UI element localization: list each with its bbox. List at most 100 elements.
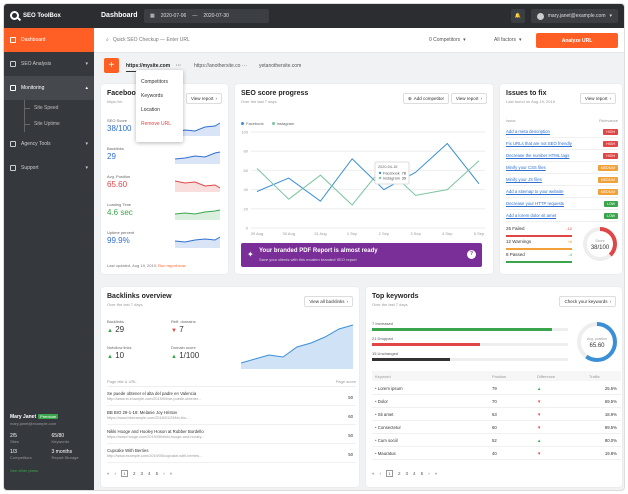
y-tick-label: 80: [244, 149, 249, 154]
metric-0: SEO Score 38/100: [107, 118, 132, 133]
backlink-row[interactable]: Se puede obtener el alta del padre en Va…: [107, 389, 356, 406]
tab-yetanothersite[interactable]: yetanothersite.com: [259, 63, 302, 69]
keyword-row[interactable]: • Lorem ipsum 79 ▲ 25.5%: [372, 383, 621, 395]
card-subtitle: Over the last 7 days: [241, 99, 277, 104]
page-number[interactable]: 1: [386, 470, 394, 477]
menu-item-keywords[interactable]: Keywords: [141, 93, 163, 99]
sidebar-subitem-site-uptime[interactable]: Site Uptime: [4, 116, 94, 132]
next-page-icon[interactable]: ›: [163, 471, 165, 476]
sidebar-subitem-site-speed[interactable]: Site Speed: [4, 100, 94, 116]
sparkline-line: [175, 209, 221, 215]
prev-page-icon[interactable]: ‹: [114, 471, 117, 476]
issue-row[interactable]: Minify your JS files MEDIUM: [506, 174, 618, 186]
backlink-row[interactable]: Cupcake With Berries http://www.example.c…: [107, 446, 356, 463]
keyword-row[interactable]: • Consectetur 60 ▼ 99.5%: [372, 422, 621, 434]
add-site-button[interactable]: +: [104, 58, 119, 73]
chevron-down-icon: ▾: [518, 37, 522, 43]
view-all-backlinks-button[interactable]: View all backlinks ›: [304, 296, 353, 307]
analyze-url-button[interactable]: Analyze URL: [536, 33, 618, 48]
page-number[interactable]: 4: [148, 471, 151, 476]
notifications-button[interactable]: 🔔: [510, 9, 525, 23]
issue-row[interactable]: Add a meta description HIGH: [506, 126, 618, 138]
backlink-metric: Nofollow links ▲ 10: [107, 345, 132, 360]
issue-row[interactable]: Add a sitemap to your website MEDIUM: [506, 186, 618, 198]
legend-instagram: Instagram: [271, 121, 294, 126]
y-tick-label: 100: [241, 130, 248, 135]
x-tick-label: 30 Aug: [282, 231, 294, 236]
issue-row[interactable]: Add a lorem dolor sit amet LOW: [506, 210, 618, 222]
tab-options-icon[interactable]: ···: [176, 63, 181, 69]
page-number[interactable]: 2: [133, 471, 136, 476]
backlink-row[interactable]: BB BIO 29-1-18: Melanie Joy Hristov https…: [107, 408, 356, 425]
backlinks-table-header: Page title & URL Page score: [107, 379, 356, 387]
menu-item-location[interactable]: Location: [141, 107, 160, 113]
see-other-plans-link[interactable]: See other plans: [10, 468, 39, 473]
backlinks-card: Backlinks overview Over the last 7 days …: [101, 287, 359, 487]
prev-page-icon[interactable]: ‹: [379, 471, 382, 476]
user-menu[interactable]: mary.janet@example.com ▾: [530, 9, 618, 23]
support-icon: [10, 165, 16, 171]
last-page-icon[interactable]: »: [169, 471, 173, 476]
date-range-picker[interactable]: ▦ 2020-07-06— 2020-07-30: [144, 9, 269, 23]
sidebar-item-seo-analysis[interactable]: SEO Analysis ▾: [4, 52, 94, 76]
relevance-badge: MEDIUM: [597, 188, 618, 195]
last-page-icon[interactable]: »: [434, 471, 438, 476]
view-report-button[interactable]: View report ›: [450, 93, 487, 104]
competitors-select[interactable]: 0 Competitors ▾: [429, 37, 466, 43]
menu-item-competitors[interactable]: Competitors: [141, 79, 168, 85]
sidebar: Dashboard SEO Analysis ▾ Monitoring ▴ Site…: [4, 28, 94, 490]
view-report-button[interactable]: View report ›: [185, 93, 222, 104]
sidebar-item-support[interactable]: Support ▾: [4, 156, 94, 180]
chevron-right-icon: ›: [609, 299, 612, 304]
next-page-icon[interactable]: ›: [428, 471, 430, 476]
issue-row[interactable]: Decrease your HTTP requests LOW: [506, 198, 618, 210]
pdf-report-banner[interactable]: ✦ Your branded PDF Report is almost read…: [241, 243, 482, 267]
issue-row[interactable]: Decrease the number HTML tags HIGH: [506, 150, 618, 162]
sidebar-item-monitoring[interactable]: Monitoring ▴: [4, 76, 94, 100]
chart-legend: Facebook Instagram: [241, 121, 294, 126]
factors-select[interactable]: All factors ▾: [494, 37, 522, 43]
sidebar-user-panel: Mary Janet Premium mary.janet@example.com…: [4, 408, 94, 479]
keyword-row[interactable]: • Cum sociil 52 ▲ 80.0%: [372, 435, 621, 447]
tooltip-date: 2020-04-15: [378, 165, 397, 169]
keyword-row[interactable]: • Mauratus 40 ▼ 19.8%: [372, 448, 621, 460]
first-page-icon[interactable]: «: [107, 471, 110, 476]
keyword-row[interactable]: • Sit amet 63 ▼ 18.9%: [372, 409, 621, 421]
page-number[interactable]: 1: [121, 470, 129, 477]
bar-fill: [372, 358, 451, 361]
first-page-icon[interactable]: «: [372, 471, 375, 476]
gauge-label: Score: [595, 239, 604, 243]
tooltip-dot: [378, 171, 382, 175]
tab-options-icon[interactable]: ···: [242, 63, 247, 69]
chevron-down-icon: ▾: [463, 37, 466, 43]
issue-row[interactable]: Minify your CSS files MEDIUM: [506, 162, 618, 174]
quick-checkup-input[interactable]: ⌕ Quick SEO Checkup — Enter URL: [106, 37, 190, 43]
sparkline: [175, 236, 221, 248]
view-report-button[interactable]: View report ›: [579, 93, 616, 104]
dashboard-icon: [10, 37, 16, 43]
tab-anothersite[interactable]: https://anothersite.co: [194, 63, 241, 69]
run-report-link[interactable]: Run report now: [158, 263, 186, 268]
page-number[interactable]: 3: [405, 471, 409, 476]
sidebar-item-agency-tools[interactable]: Agency Tools ▾: [4, 132, 94, 156]
page-number[interactable]: 5: [155, 471, 159, 476]
backlink-row[interactable]: Nikki Hooge and Hooley Hoson at Rubber B…: [107, 427, 356, 444]
help-icon[interactable]: ?: [467, 250, 476, 259]
page-number[interactable]: 5: [420, 471, 424, 476]
backlink-metric: Backlinks ▲ 29: [107, 319, 125, 334]
check-keywords-button[interactable]: Check your keywords ›: [559, 296, 616, 307]
sidebar-item-dashboard[interactable]: Dashboard: [4, 28, 94, 52]
issue-row[interactable]: Fix URLs that are not SEO friendly HIGH: [506, 138, 618, 150]
add-competitor-button[interactable]: ⊕ Add competitor: [402, 93, 449, 104]
menu-item-remove-url[interactable]: Remove URL: [141, 121, 172, 127]
page-number[interactable]: 2: [398, 471, 401, 476]
seo-score-line-chart: 100 80 60 40 20 029 Aug 30 Aug 31 Aug 1 Sep 2 Sep…: [241, 130, 485, 237]
page-number[interactable]: 3: [140, 471, 144, 476]
x-tick-label: 31 Aug: [314, 231, 326, 236]
app-logo[interactable]: SEO ToolBox: [10, 11, 61, 20]
keyword-row[interactable]: • Dolor 70 ▼ 69.5%: [372, 396, 621, 408]
wand-icon: ✦: [247, 250, 254, 259]
x-tick-label: 3 Sep: [410, 231, 421, 236]
tools-icon: [10, 141, 16, 147]
page-number[interactable]: 4: [413, 471, 416, 476]
